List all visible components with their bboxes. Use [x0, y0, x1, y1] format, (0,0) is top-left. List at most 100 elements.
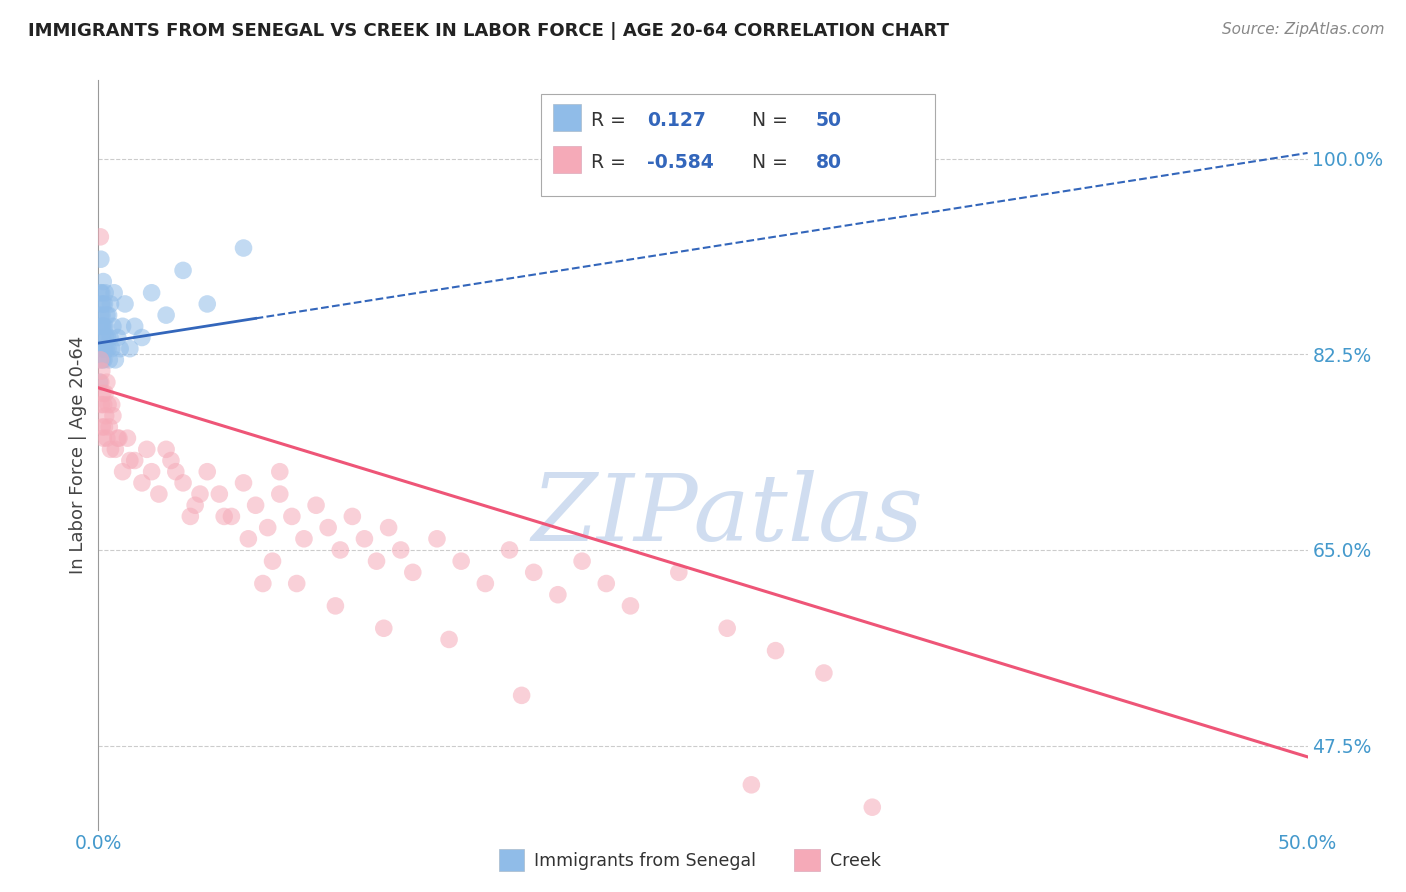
Point [184, 498, 207, 512]
Point [90, 252, 112, 267]
Point [90, 376, 112, 390]
Point [474, 576, 496, 591]
Point [98, 420, 121, 434]
Point [90, 308, 112, 322]
Point [740, 778, 762, 792]
Point [172, 263, 194, 277]
Point [155, 308, 177, 322]
Point [195, 465, 218, 479]
Point [716, 621, 738, 635]
Point [94, 285, 117, 300]
Point [100, 297, 122, 311]
Text: Immigrants from Senegal: Immigrants from Senegal [534, 852, 756, 870]
Point [91, 352, 114, 367]
Point [96, 342, 118, 356]
Point [90, 398, 112, 412]
Point [172, 475, 194, 490]
Point [91, 297, 114, 311]
Point [373, 621, 395, 635]
Point [97, 398, 120, 412]
Point [668, 566, 690, 580]
Point [212, 509, 235, 524]
Point [547, 588, 569, 602]
Point [104, 352, 127, 367]
Point [89, 319, 111, 334]
Point [91, 330, 114, 344]
Text: Source: ZipAtlas.com: Source: ZipAtlas.com [1222, 22, 1385, 37]
Point [252, 576, 274, 591]
Point [90, 297, 112, 311]
Point [90, 352, 112, 367]
Point [165, 465, 187, 479]
Point [285, 576, 308, 591]
Point [232, 241, 254, 255]
Point [160, 453, 183, 467]
Point [93, 342, 115, 356]
Point [131, 330, 153, 344]
Point [90, 342, 112, 356]
Point [813, 665, 835, 680]
Text: ZIPatlas: ZIPatlas [531, 470, 924, 560]
Point [93, 319, 115, 334]
Point [107, 330, 129, 344]
Point [262, 554, 284, 568]
Point [155, 442, 177, 457]
Point [93, 398, 115, 412]
Point [238, 532, 260, 546]
Y-axis label: In Labor Force | Age 20-64: In Labor Force | Age 20-64 [69, 335, 87, 574]
Point [117, 431, 139, 445]
Point [90, 364, 112, 378]
Point [221, 509, 243, 524]
Text: N =: N = [752, 111, 789, 130]
Point [131, 475, 153, 490]
Text: 80: 80 [815, 153, 841, 172]
Point [281, 509, 304, 524]
Text: R =: R = [591, 153, 626, 172]
Point [860, 800, 883, 814]
Point [89, 376, 111, 390]
Point [96, 376, 118, 390]
Point [103, 285, 125, 300]
Point [101, 409, 124, 423]
Text: 0.127: 0.127 [647, 111, 706, 130]
Point [98, 330, 121, 344]
Point [510, 689, 533, 703]
Point [269, 465, 291, 479]
Point [245, 498, 267, 512]
Point [208, 487, 231, 501]
Point [91, 308, 114, 322]
Point [619, 599, 641, 613]
Point [450, 554, 472, 568]
Point [188, 487, 211, 501]
Point [269, 487, 291, 501]
Point [90, 285, 112, 300]
Point [90, 319, 112, 334]
Text: N =: N = [752, 153, 789, 172]
Point [437, 632, 460, 647]
Point [91, 319, 114, 334]
Point [389, 543, 412, 558]
Point [402, 566, 425, 580]
Point [91, 386, 114, 401]
Point [89, 230, 111, 244]
Point [111, 319, 134, 334]
Point [135, 442, 157, 457]
Point [93, 420, 115, 434]
Point [595, 576, 617, 591]
Point [141, 465, 163, 479]
Point [97, 342, 120, 356]
Point [90, 330, 112, 344]
Point [91, 275, 114, 289]
Point [342, 509, 364, 524]
Point [98, 352, 121, 367]
Point [111, 465, 134, 479]
Point [141, 285, 163, 300]
Point [89, 352, 111, 367]
Point [104, 442, 127, 457]
Point [316, 520, 339, 534]
Point [94, 409, 117, 423]
Point [148, 487, 170, 501]
Text: IMMIGRANTS FROM SENEGAL VS CREEK IN LABOR FORCE | AGE 20-64 CORRELATION CHART: IMMIGRANTS FROM SENEGAL VS CREEK IN LABO… [28, 22, 949, 40]
Text: Creek: Creek [830, 852, 880, 870]
Point [366, 554, 388, 568]
